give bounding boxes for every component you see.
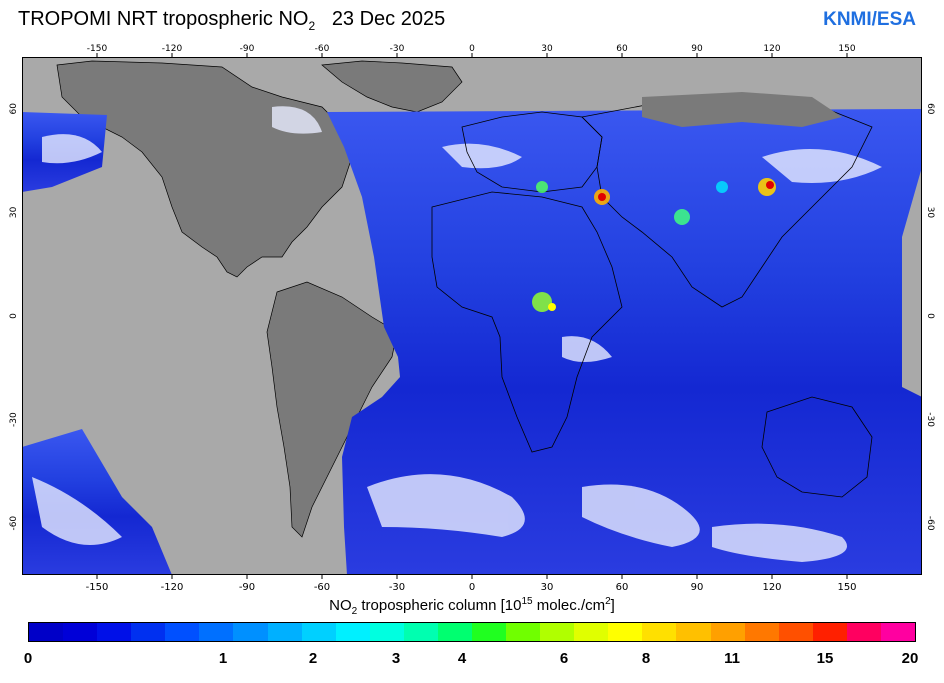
- land-africa: [431, 191, 623, 453]
- lat-tick-left-label: -30: [9, 412, 19, 427]
- page-title: TROPOMI NRT tropospheric NO2 23 Dec 2025: [18, 8, 445, 33]
- lon-tick-top-label: -150: [87, 44, 108, 54]
- colorbar-tick-label: 0: [23, 650, 33, 667]
- colorbar-tick-label: 3: [391, 650, 401, 667]
- colorbar-segment: [472, 623, 507, 641]
- map-frame: [22, 57, 922, 575]
- lat-tick-right-label: -60: [925, 516, 935, 531]
- colorbar: [28, 622, 916, 642]
- lon-tick-bottom-label: 90: [691, 582, 704, 593]
- lat-tick-left-label: -60: [9, 516, 19, 531]
- colorbar-segment: [267, 623, 302, 641]
- colorbar-tick-label: 2: [308, 650, 318, 667]
- lat-tick-left-label: 0: [9, 313, 19, 319]
- title-date: 23 Dec 2025: [331, 8, 446, 30]
- colorbar-segment: [165, 623, 200, 641]
- no2-map: -150 -150 -120 -120 -90 -90 -60 -60 -30 -30 0 0 30 30…: [9, 44, 935, 593]
- title-subscript: 2: [308, 19, 316, 33]
- colorbar-segment: [233, 623, 268, 641]
- colorbar-segment: [540, 623, 575, 641]
- lon-tick-bottom-label: -90: [239, 582, 255, 593]
- colorbar-segment: [642, 623, 677, 641]
- colorbar-segment: [29, 623, 64, 641]
- colorbar-segment: [608, 623, 643, 641]
- lon-tick-top-label: 0: [469, 44, 475, 54]
- colorbar-segment: [403, 623, 438, 641]
- colorbar-segment: [97, 623, 132, 641]
- colorbar-label-sup2: 2: [605, 596, 611, 607]
- colorbar-tick-label: 1: [218, 650, 228, 667]
- colorbar-label-main: NO: [329, 597, 352, 614]
- lon-tick-bottom-label: -30: [389, 582, 405, 593]
- colorbar-segment: [369, 623, 404, 641]
- land-australia: [761, 396, 873, 498]
- lon-tick-top-label: 90: [691, 44, 703, 54]
- land-south-america: [266, 281, 398, 538]
- title-main: TROPOMI NRT tropospheric NO: [18, 8, 309, 30]
- lat-tick-right-label: -30: [925, 412, 935, 427]
- lat-tick-right-label: 60: [925, 103, 935, 115]
- colorbar-label-sub: 2: [351, 606, 358, 617]
- colorbar-tick-label: 20: [901, 650, 919, 667]
- colorbar-tick-label: 11: [724, 650, 740, 667]
- colorbar-segment: [880, 623, 916, 641]
- land-asia-nodata: [642, 92, 842, 127]
- cloud-patches: [32, 106, 882, 562]
- lon-tick-bottom-label: -150: [86, 582, 109, 593]
- land-europe: [461, 111, 603, 193]
- colorbar-segment: [335, 623, 370, 641]
- colorbar-label: NO2 tropospheric column [1015 molec./cm2…: [0, 596, 944, 617]
- lon-tick-top-label: 120: [763, 44, 780, 54]
- colorbar-label-rest2: molec./cm: [532, 597, 606, 614]
- lon-tick-top-label: -90: [240, 44, 255, 54]
- colorbar-label-sup1: 15: [521, 596, 533, 607]
- land-greenland: [321, 60, 463, 113]
- lon-tick-bottom-label: 0: [469, 582, 475, 593]
- lon-tick-top-label: -60: [315, 44, 330, 54]
- lon-tick-bottom-label: -60: [314, 582, 330, 593]
- colorbar-segment: [846, 623, 881, 641]
- lon-tick-top-label: 60: [616, 44, 628, 54]
- colorbar-segment: [131, 623, 166, 641]
- colorbar-label-end: ]: [610, 597, 615, 614]
- lon-tick-bottom-label: -120: [161, 582, 184, 593]
- colorbar-segment: [812, 623, 847, 641]
- colorbar-label-rest: tropospheric column [10: [357, 597, 522, 614]
- lat-tick-left-label: 60: [9, 103, 19, 115]
- colorbar-tick-label: 15: [816, 650, 834, 667]
- tropomi-swath-southwest: [22, 429, 172, 575]
- colorbar-segment: [676, 623, 711, 641]
- colorbar-ticks: 0 1 2 3 4 6 8 11 15 20: [24, 650, 919, 670]
- no2-hotspots: [532, 178, 776, 312]
- lon-tick-top-label: -30: [390, 44, 405, 54]
- lat-tick-right-label: 0: [925, 313, 935, 319]
- colorbar-segment: [506, 623, 541, 641]
- colorbar-segment: [778, 623, 813, 641]
- colorbar-segment: [437, 623, 473, 641]
- colorbar-segment: [744, 623, 779, 641]
- colorbar-tick-label: 4: [457, 650, 467, 667]
- lon-tick-bottom-label: 60: [616, 582, 629, 593]
- lon-tick-top-label: -120: [162, 44, 183, 54]
- colorbar-tick-label: 6: [559, 650, 569, 667]
- lon-tick-top-label: 30: [541, 44, 553, 54]
- map-canvas: [22, 57, 922, 575]
- brand-logo-text: KNMI/ESA: [823, 9, 916, 30]
- lon-tick-bottom-label: 120: [762, 582, 781, 593]
- colorbar-segment: [199, 623, 234, 641]
- colorbar-segment: [301, 623, 336, 641]
- colorbar-segment: [574, 623, 609, 641]
- lon-tick-bottom-label: 150: [837, 582, 856, 593]
- lon-tick-bottom-label: 30: [541, 582, 554, 593]
- colorbar-segment: [710, 623, 745, 641]
- lat-tick-right-label: 30: [925, 207, 935, 219]
- tropomi-swath: [327, 109, 922, 575]
- colorbar-tick-label: 8: [641, 650, 651, 667]
- lat-tick-left-label: 30: [9, 206, 19, 218]
- colorbar-segment: [63, 623, 98, 641]
- lon-tick-top-label: 150: [838, 44, 855, 54]
